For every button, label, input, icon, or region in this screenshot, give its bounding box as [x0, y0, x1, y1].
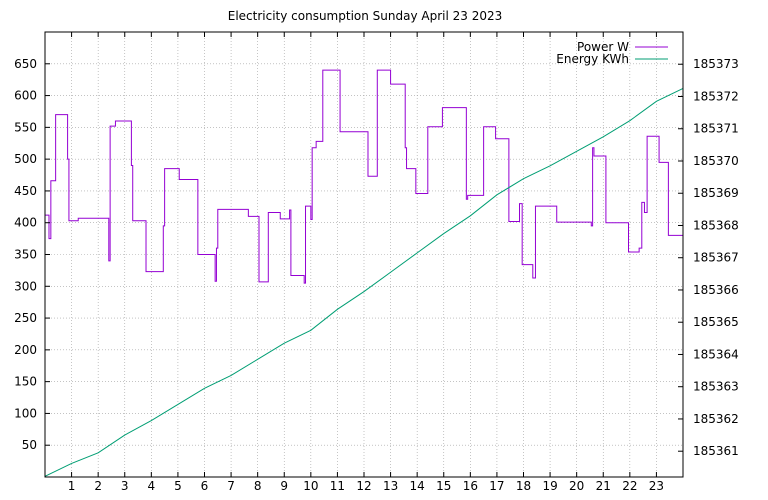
y-tick-label: 150 [14, 375, 37, 389]
y2-tick-label: 185363 [693, 380, 739, 394]
y2-tick-label: 185373 [693, 57, 739, 71]
legend-label: Power W [577, 40, 629, 54]
y2-tick-label: 185367 [693, 251, 739, 265]
y-tick-label: 100 [14, 406, 37, 420]
y2-tick-label: 185364 [693, 347, 739, 361]
x-tick-label: 3 [121, 479, 129, 493]
x-tick-label: 10 [303, 479, 318, 493]
x-tick-label: 7 [227, 479, 235, 493]
y2-tick-label: 185368 [693, 218, 739, 232]
x-tick-label: 16 [463, 479, 478, 493]
x-tick-label: 4 [148, 479, 156, 493]
x-tick-label: 23 [649, 479, 664, 493]
y-tick-label: 600 [14, 89, 37, 103]
y2-tick-label: 185369 [693, 186, 739, 200]
x-tick-label: 13 [383, 479, 398, 493]
y2-tick-label: 185362 [693, 412, 739, 426]
y-tick-label: 500 [14, 152, 37, 166]
x-tick-label: 1 [68, 479, 76, 493]
x-tick-label: 6 [201, 479, 209, 493]
series-line-1 [45, 69, 683, 284]
x-tick-label: 19 [542, 479, 557, 493]
y-tick-label: 350 [14, 248, 37, 262]
x-tick-label: 20 [569, 479, 584, 493]
y-tick-label: 400 [14, 216, 37, 230]
y2-tick-label: 185370 [693, 154, 739, 168]
y-tick-label: 650 [14, 57, 37, 71]
y2-tick-label: 185372 [693, 89, 739, 103]
plot-series [44, 69, 684, 477]
y-tick-label: 250 [14, 311, 37, 325]
x-tick-label: 2 [94, 479, 102, 493]
grid [45, 32, 683, 477]
y-tick-label: 450 [14, 184, 37, 198]
y2-tick-label: 185371 [693, 122, 739, 136]
x-tick-label: 22 [622, 479, 637, 493]
legend-label: Energy KWh [556, 52, 629, 66]
x-tick-label: 12 [356, 479, 371, 493]
x-tick-label: 9 [280, 479, 288, 493]
y-tick-label: 300 [14, 279, 37, 293]
axes: 1 2 3 4 5 6 7 8 9 10 11 12 13 14 15 16 17 18 19 20 21 22 23501… [14, 32, 739, 493]
x-tick-label: 15 [436, 479, 451, 493]
x-tick-label: 17 [489, 479, 504, 493]
x-tick-label: 8 [254, 479, 262, 493]
y-tick-label: 550 [14, 120, 37, 134]
x-tick-label: 21 [596, 479, 611, 493]
y-tick-label: 200 [14, 343, 37, 357]
series-line-2 [44, 87, 684, 477]
x-tick-label: 5 [174, 479, 182, 493]
y-tick-label: 50 [22, 438, 37, 452]
x-tick-label: 18 [516, 479, 531, 493]
y2-tick-label: 185366 [693, 283, 739, 297]
y2-tick-label: 185361 [693, 444, 739, 458]
x-tick-label: 14 [410, 479, 425, 493]
y2-tick-label: 185365 [693, 315, 739, 329]
chart-title: Electricity consumption Sunday April 23 … [228, 9, 503, 23]
x-tick-label: 11 [330, 479, 345, 493]
